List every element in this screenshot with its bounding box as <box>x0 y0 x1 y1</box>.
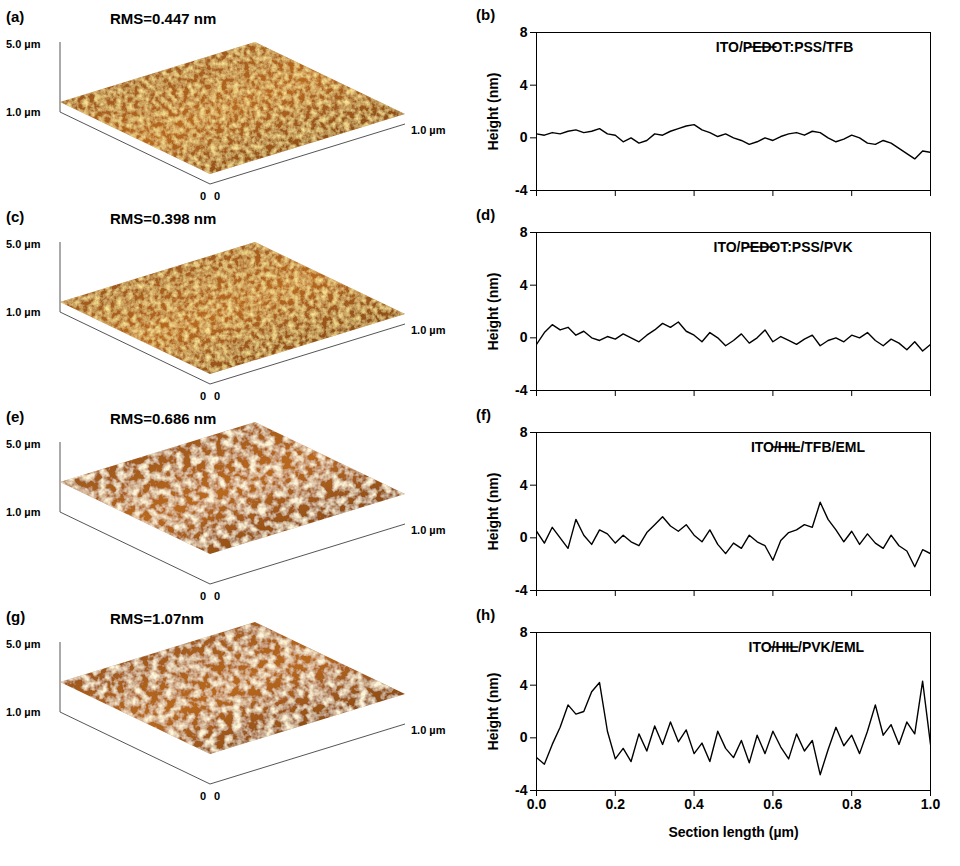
svg-text:1.0 µm: 1.0 µm <box>6 306 41 318</box>
svg-text:4: 4 <box>520 477 528 493</box>
svg-text:0: 0 <box>214 590 220 602</box>
svg-text:RMS=0.398 nm: RMS=0.398 nm <box>110 210 216 227</box>
svg-text:1.0: 1.0 <box>921 796 941 812</box>
svg-text:0: 0 <box>200 590 206 602</box>
svg-text:-4: -4 <box>515 382 528 398</box>
svg-text:4: 4 <box>520 277 528 293</box>
svg-text:8: 8 <box>520 24 528 40</box>
svg-text:0: 0 <box>214 390 220 402</box>
svg-text:8: 8 <box>520 224 528 240</box>
svg-text:5.0 µm: 5.0 µm <box>6 438 41 450</box>
svg-text:Section length (µm): Section length (µm) <box>668 824 798 840</box>
svg-text:0: 0 <box>200 790 206 802</box>
svg-text:RMS=0.686 nm: RMS=0.686 nm <box>110 410 216 427</box>
svg-text:1.0 µm: 1.0 µm <box>411 524 446 536</box>
svg-text:-4: -4 <box>515 182 528 198</box>
svg-text:(c): (c) <box>6 208 24 225</box>
svg-text:8: 8 <box>520 424 528 440</box>
html-text:(h): (h) <box>476 606 496 623</box>
svg-text:RMS=0.447 nm: RMS=0.447 nm <box>110 10 216 27</box>
svg-text:0: 0 <box>214 790 220 802</box>
svg-text:ITO/PEDOT:PSS/TFB: ITO/PEDOT:PSS/TFB <box>716 39 853 55</box>
svg-text:1.0 µm: 1.0 µm <box>411 324 446 336</box>
svg-text:Height (nm): Height (nm) <box>485 473 501 551</box>
svg-text:0: 0 <box>200 190 206 202</box>
svg-text:1.0 µm: 1.0 µm <box>6 706 41 718</box>
svg-text:0: 0 <box>520 129 528 145</box>
svg-text:-4: -4 <box>515 582 528 598</box>
svg-text:5.0 µm: 5.0 µm <box>6 238 41 250</box>
svg-text:5.0 µm: 5.0 µm <box>6 38 41 50</box>
svg-text:1.0 µm: 1.0 µm <box>6 506 41 518</box>
html-text:(b): (b) <box>476 6 496 23</box>
html-text:(d): (d) <box>476 206 496 223</box>
svg-text:0: 0 <box>520 729 528 745</box>
svg-text:8: 8 <box>520 624 528 640</box>
svg-text:0.6: 0.6 <box>763 796 783 812</box>
svg-text:(a): (a) <box>6 8 24 25</box>
svg-text:Height (nm): Height (nm) <box>485 273 501 351</box>
svg-text:4: 4 <box>520 677 528 693</box>
svg-text:ITO/HIL/PVK/EML: ITO/HIL/PVK/EML <box>749 639 865 655</box>
svg-text:0: 0 <box>200 390 206 402</box>
svg-text:0: 0 <box>214 190 220 202</box>
svg-text:-4: -4 <box>515 782 528 798</box>
svg-text:0.0: 0.0 <box>527 796 547 812</box>
svg-text:5.0 µm: 5.0 µm <box>6 638 41 650</box>
svg-text:1.0 µm: 1.0 µm <box>6 106 41 118</box>
svg-text:0.2: 0.2 <box>606 796 626 812</box>
svg-text:4: 4 <box>520 77 528 93</box>
svg-text:0: 0 <box>520 329 528 345</box>
svg-text:1.0 µm: 1.0 µm <box>411 124 446 136</box>
svg-text:Height (nm): Height (nm) <box>485 73 501 151</box>
html-text:(f): (f) <box>476 406 491 423</box>
svg-text:1.0 µm: 1.0 µm <box>411 724 446 736</box>
svg-text:0.4: 0.4 <box>684 796 704 812</box>
svg-text:ITO/PEDOT:PSS/PVK: ITO/PEDOT:PSS/PVK <box>714 239 853 255</box>
svg-text:(e): (e) <box>6 408 24 425</box>
svg-text:(g): (g) <box>6 608 25 625</box>
svg-text:0.8: 0.8 <box>842 796 862 812</box>
svg-text:Height (nm): Height (nm) <box>485 673 501 751</box>
svg-text:ITO/HIL/TFB/EML: ITO/HIL/TFB/EML <box>751 439 866 455</box>
svg-text:0: 0 <box>520 529 528 545</box>
svg-text:RMS=1.07nm: RMS=1.07nm <box>110 610 204 627</box>
